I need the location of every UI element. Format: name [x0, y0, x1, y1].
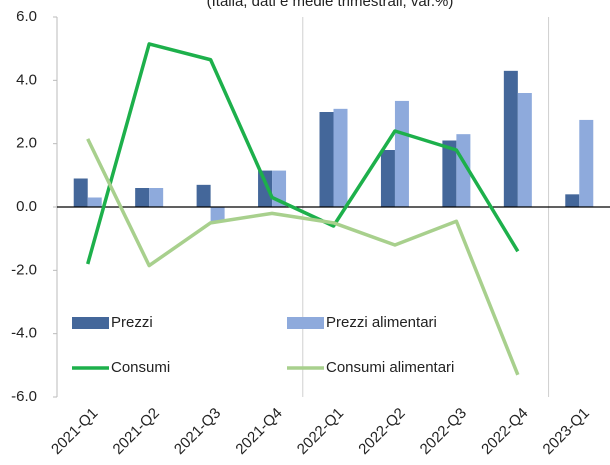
bar: [456, 134, 471, 207]
bar: [258, 170, 273, 207]
x-tick-label: 2021-Q4: [232, 405, 285, 458]
bar: [380, 150, 395, 207]
x-tick-label: 2022-Q2: [355, 405, 408, 458]
bar: [517, 93, 532, 207]
bar: [394, 100, 409, 207]
y-tick-label: 0.0: [16, 198, 37, 215]
bar: [73, 178, 88, 207]
legend-label: Consumi alimentari: [326, 359, 454, 376]
bar: [87, 197, 102, 207]
x-tick-label: 2021-Q1: [48, 405, 101, 458]
line: [86, 42, 520, 265]
x-tick-label: 2021-Q2: [110, 405, 163, 458]
x-tick-label: 2023-Q1: [540, 405, 593, 458]
x-tick-label: 2022-Q1: [294, 405, 347, 458]
bar: [503, 70, 518, 207]
y-tick-label: -2.0: [11, 261, 37, 278]
bar: [149, 188, 164, 207]
bar: [565, 194, 580, 207]
legend-label: Consumi: [111, 359, 170, 376]
x-tick-label: 2021-Q3: [171, 405, 224, 458]
y-tick-label: 6.0: [16, 8, 37, 25]
legend-label: Prezzi: [111, 314, 153, 331]
bar: [579, 119, 594, 207]
x-tick-label: 2022-Q4: [478, 405, 531, 458]
line: [86, 138, 520, 376]
bar: [196, 184, 211, 207]
legend-label: Prezzi alimentari: [326, 314, 437, 331]
y-tick-label: -6.0: [11, 388, 37, 405]
y-tick-label: 2.0: [16, 135, 37, 152]
bar: [333, 108, 348, 207]
bar: [319, 112, 334, 207]
legend-swatch: [72, 317, 109, 329]
bar: [210, 207, 225, 222]
y-tick-label: 4.0: [16, 71, 37, 88]
legend-swatch: [287, 317, 324, 329]
y-tick-label: -4.0: [11, 325, 37, 342]
x-tick-label: 2022-Q3: [417, 405, 470, 458]
bar: [135, 188, 150, 207]
bar: [442, 140, 457, 207]
chart-subtitle: (Italia, dati e medie trimestrali; var.%…: [207, 0, 454, 10]
